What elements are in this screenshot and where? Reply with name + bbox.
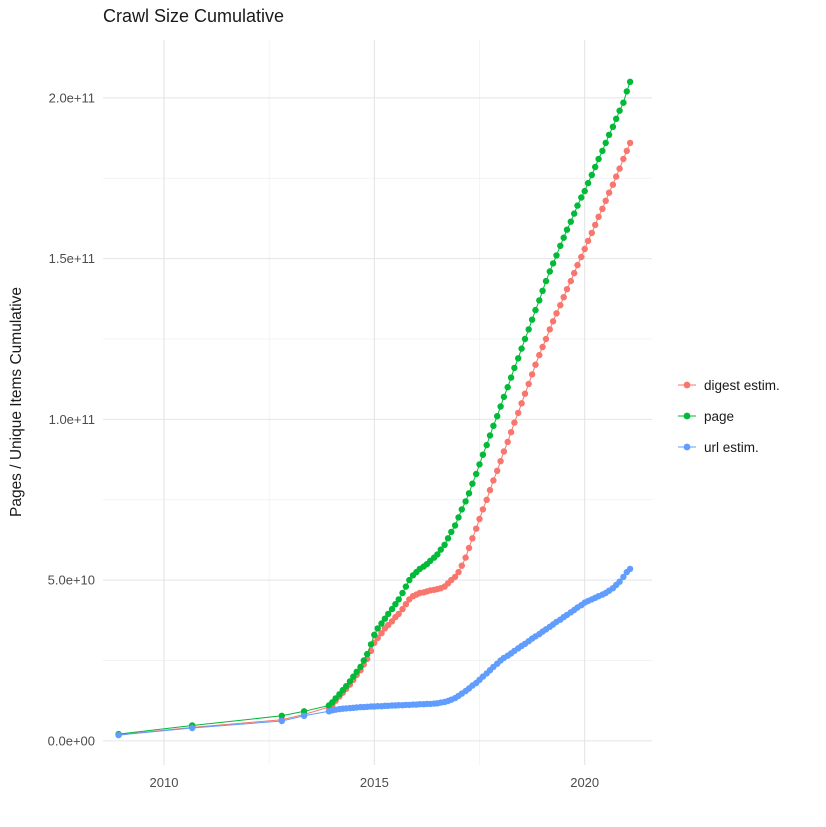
y-tick-label: 1.5e+11: [49, 251, 95, 266]
legend-label-digest-estim: digest estim.: [704, 377, 780, 393]
legend-item-url-estim: url estim.: [676, 436, 780, 458]
axis-tick-labels: 0.0e+00 5.0e+10 1.0e+11 1.5e+11 2.0e+11 2010 2…: [48, 90, 600, 790]
legend-key-url-estim-icon: [676, 438, 698, 456]
legend-item-digest-estim: digest estim.: [676, 374, 780, 396]
chart-title: Crawl Size Cumulative: [103, 6, 285, 26]
series-url-estim: [115, 565, 634, 739]
legend-label-url-estim: url estim.: [704, 439, 759, 455]
y-tick-label: 0.0e+00: [48, 733, 95, 748]
y-tick-label: 1.0e+11: [49, 412, 95, 427]
y-tick-label: 5.0e+10: [48, 573, 95, 588]
legend-item-page: page: [676, 405, 780, 427]
x-tick-label: 2015: [360, 775, 389, 790]
legend-key-page-icon: [676, 407, 698, 425]
legend: digest estim. page url estim.: [676, 374, 780, 458]
series-digest-estim: [115, 139, 634, 738]
y-tick-label: 2.0e+11: [49, 90, 95, 105]
x-tick-label: 2020: [570, 775, 599, 790]
legend-label-page: page: [704, 408, 735, 424]
legend-key-digest-estim-icon: [676, 376, 698, 394]
panel-grid: [103, 40, 652, 765]
x-tick-label: 2010: [150, 775, 179, 790]
series-page: [115, 78, 634, 738]
